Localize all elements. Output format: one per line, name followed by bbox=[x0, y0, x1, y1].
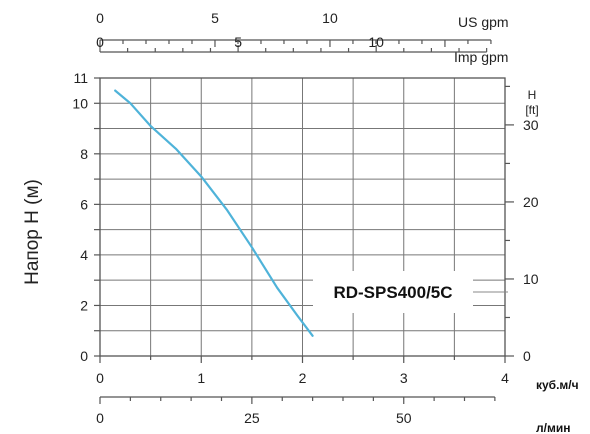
right-axis-unit-ft: [ft] bbox=[525, 103, 538, 117]
ft-tick-label: 30 bbox=[523, 117, 539, 133]
top-axis-unit-impgpm: Imp gpm bbox=[454, 49, 508, 65]
impgpm-axis-tick-label: 10 bbox=[368, 34, 384, 50]
y-axis-label: Напор H (м) bbox=[22, 179, 43, 285]
usgpm-axis-tick-label: 0 bbox=[96, 10, 104, 26]
usgpm-axis-tick-label: 5 bbox=[211, 10, 219, 26]
ft-tick-label: 20 bbox=[523, 194, 539, 210]
right-axis-unit-h: H bbox=[528, 88, 537, 102]
y-tick-label: 4 bbox=[80, 247, 88, 263]
legend-series-name: RD-SPS400/5C bbox=[333, 283, 452, 302]
y-tick-label: 11 bbox=[73, 70, 88, 86]
y-tick-label: 10 bbox=[72, 95, 88, 111]
y-tick-label: 8 bbox=[80, 146, 88, 162]
y-tick-label: 6 bbox=[80, 196, 88, 212]
x-tick-label: 0 bbox=[96, 370, 104, 386]
grid bbox=[100, 78, 505, 356]
ft-tick-label: 0 bbox=[523, 348, 531, 364]
impgpm-axis-tick-label: 5 bbox=[234, 34, 242, 50]
series-line-rd-sps400-5c bbox=[114, 89, 314, 337]
ft-tick-label: 10 bbox=[523, 271, 539, 287]
impgpm-axis-tick-label: 0 bbox=[96, 34, 104, 50]
x-axis-unit-m3h: куб.м/ч bbox=[536, 378, 579, 392]
x-axis-unit-lpm: л/мин bbox=[536, 421, 570, 434]
lpm-axis-tick-label: 0 bbox=[96, 410, 104, 426]
x-tick-label: 1 bbox=[197, 370, 205, 386]
x-tick-label: 2 bbox=[299, 370, 307, 386]
top-axis-unit-usgpm: US gpm bbox=[458, 14, 509, 30]
x-tick-label: 3 bbox=[400, 370, 408, 386]
axes bbox=[94, 39, 514, 404]
lpm-axis-tick-label: 25 bbox=[244, 410, 260, 426]
legend-box bbox=[313, 271, 473, 313]
y-tick-label: 2 bbox=[80, 297, 88, 313]
lpm-axis-tick-label: 50 bbox=[396, 410, 412, 426]
usgpm-axis-tick-label: 10 bbox=[322, 10, 338, 26]
y-tick-label: 0 bbox=[80, 348, 88, 364]
x-tick-label: 4 bbox=[501, 370, 509, 386]
